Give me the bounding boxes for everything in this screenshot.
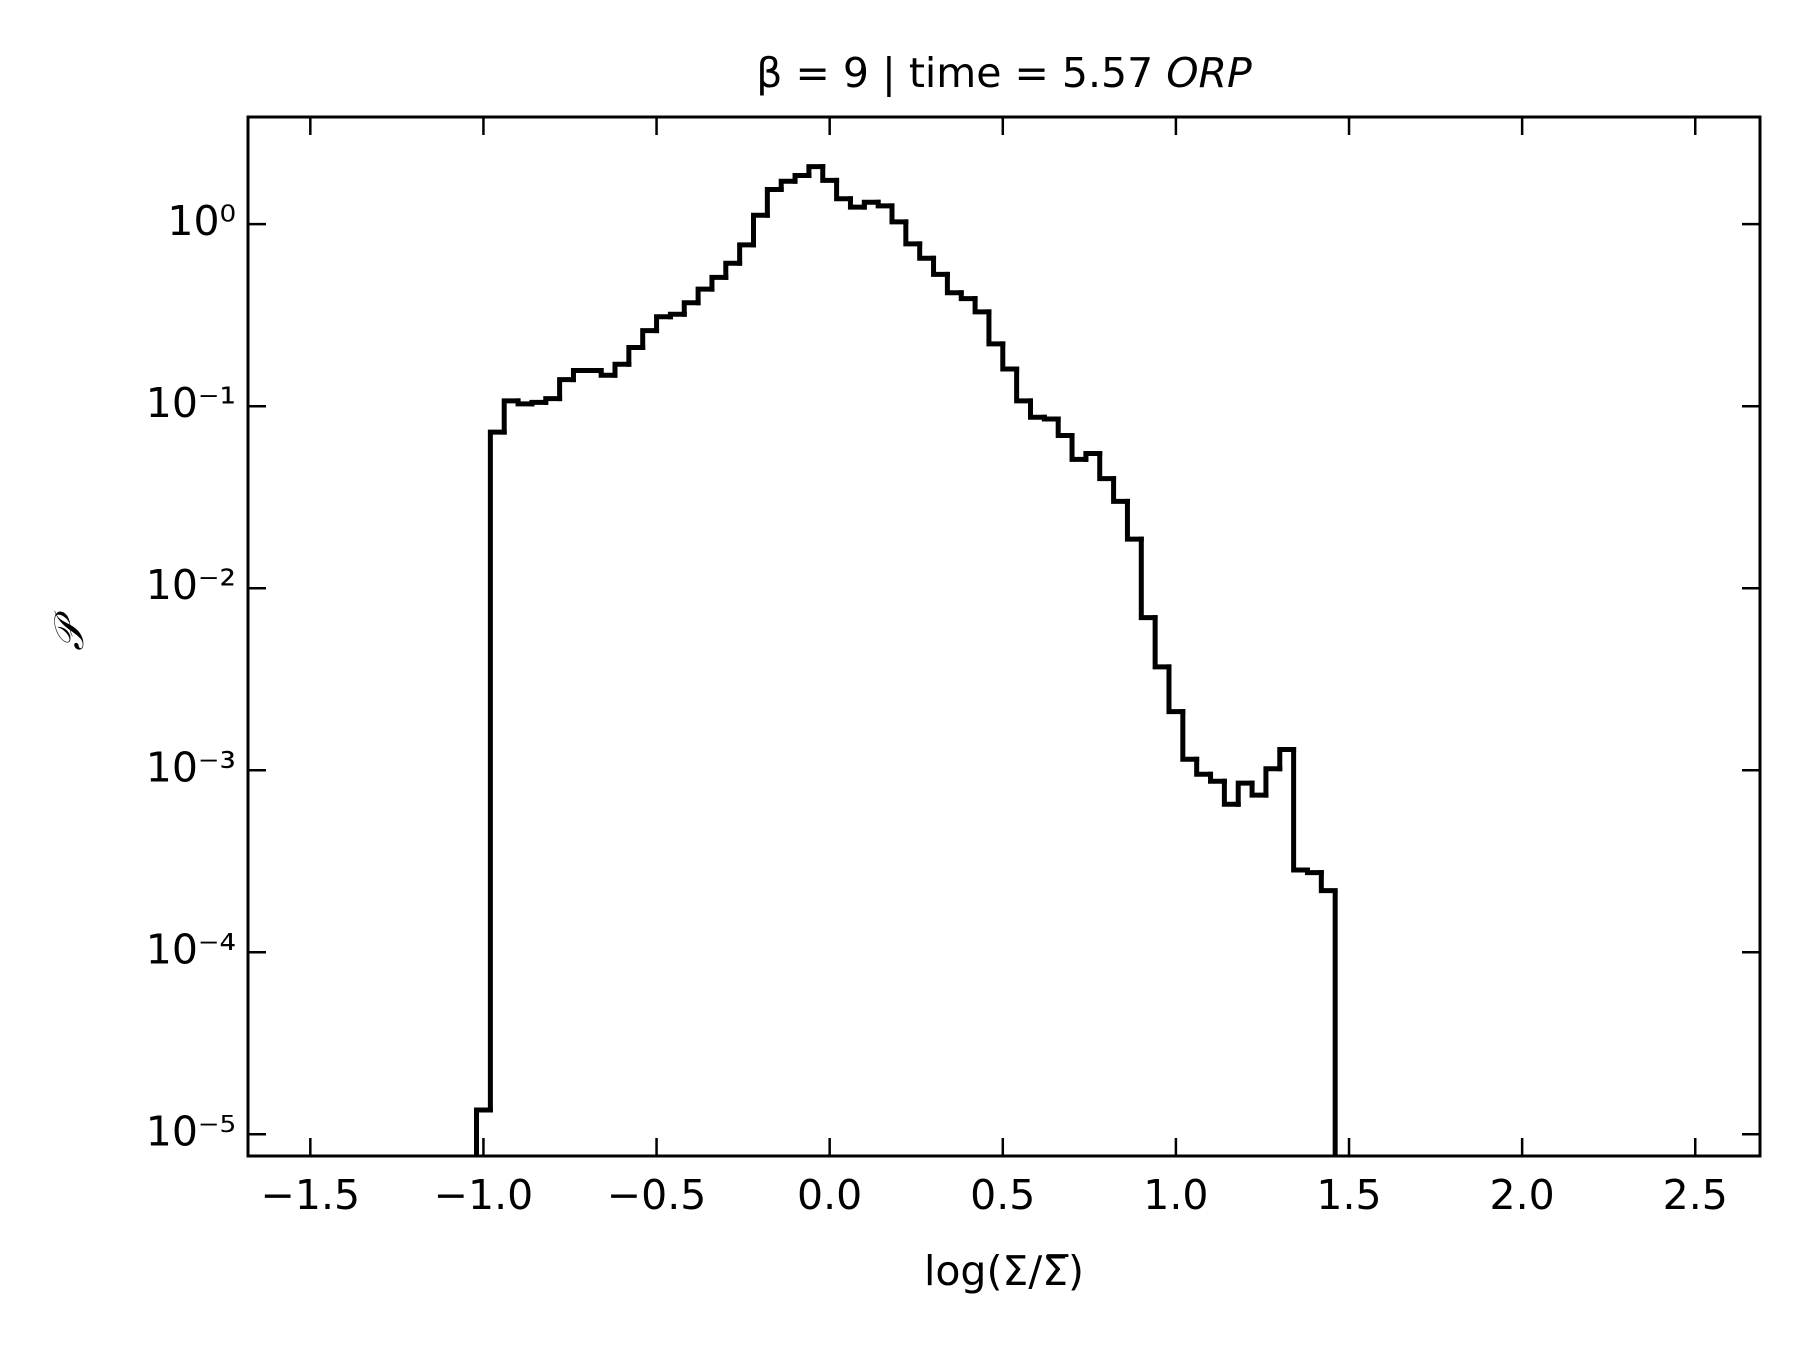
histogram-step: [1055, 416, 1075, 439]
histogram-step: [570, 368, 590, 383]
histogram-step: [487, 429, 507, 1113]
histogram-step: [640, 328, 660, 351]
x-tick-label: −0.5: [607, 1171, 707, 1219]
histogram-step: [1249, 780, 1269, 798]
histogram-step: [612, 361, 632, 378]
x-tick-label: 0.5: [970, 1171, 1035, 1219]
histogram-step: [681, 300, 701, 317]
histogram-step: [1027, 398, 1047, 420]
histogram-step: [847, 196, 867, 210]
x-tick-label: 0.0: [797, 1171, 862, 1219]
y-tick-label: 10⁻⁴: [146, 925, 236, 973]
histogram-step: [806, 164, 826, 179]
histogram-step: [474, 1107, 493, 1156]
histogram-step: [1152, 615, 1172, 670]
histogram-step: [1083, 450, 1103, 462]
histogram-step: [875, 199, 895, 209]
x-tick-label: −1.0: [434, 1171, 534, 1219]
histogram-step: [1304, 867, 1324, 876]
histogram-step: [1263, 766, 1283, 798]
histogram-step: [889, 203, 909, 225]
histogram-step: [557, 377, 576, 402]
histogram-step: [792, 173, 812, 184]
histogram-step: [723, 260, 743, 280]
histogram-step: [751, 212, 770, 248]
histogram-step: [1111, 476, 1130, 504]
histogram-step: [1041, 414, 1061, 422]
histogram-step: [986, 309, 1006, 347]
histogram-step: [1069, 433, 1089, 462]
histogram-step: [543, 396, 563, 405]
y-tick-label: 10⁰: [167, 197, 236, 245]
x-tick-label: −1.5: [261, 1171, 361, 1219]
plot-area: [474, 164, 1338, 1156]
x-tick-label: 2.5: [1663, 1171, 1728, 1219]
x-tick-label: 1.5: [1316, 1171, 1381, 1219]
histogram-step: [1277, 747, 1297, 772]
histogram-step: [958, 290, 978, 302]
histogram-step: [709, 274, 729, 292]
histogram-step: [1166, 664, 1186, 715]
histogram-step: [1235, 780, 1255, 807]
histogram-step: [626, 345, 646, 367]
histogram-step: [1291, 747, 1310, 873]
histogram-step: [903, 219, 923, 247]
x-tick-label: 1.0: [1143, 1171, 1208, 1219]
histogram-step: [931, 255, 950, 277]
histogram-step: [1208, 771, 1227, 784]
histogram-step: [667, 311, 687, 320]
histogram-step: [972, 296, 992, 315]
x-tick-label: 2.0: [1490, 1171, 1555, 1219]
title-text: β = 9 | time = 5.57: [756, 49, 1153, 97]
histogram-step: [1221, 778, 1241, 807]
histogram-step: [834, 177, 853, 202]
histogram-step: [764, 187, 784, 218]
histogram-step: [1318, 870, 1338, 894]
x-axis-label: log(Σ/Σ̅): [924, 1247, 1084, 1295]
histogram-step: [515, 398, 535, 407]
axes-frame: [246, 115, 1762, 1158]
histogram-step: [529, 399, 549, 407]
y-axis-label: 𝒫: [45, 610, 93, 651]
histogram-step: [695, 286, 715, 306]
histogram-step: [778, 178, 798, 193]
histogram-step: [1000, 341, 1020, 372]
histogram-step: [1124, 498, 1144, 542]
title-unit: ORP: [1166, 49, 1252, 97]
histogram-step: [654, 314, 673, 334]
y-tick-label: 10⁻²: [146, 561, 236, 609]
histogram-step: [501, 398, 521, 435]
y-tick-label: 10⁻³: [146, 743, 236, 791]
y-tick-label: 10⁻¹: [146, 379, 236, 427]
histogram-step: [820, 164, 840, 183]
histogram-step: [917, 241, 937, 261]
histogram-step: [737, 242, 756, 266]
histogram-step: [1014, 366, 1033, 404]
y-tick-label: 10⁻⁵: [146, 1107, 236, 1155]
histogram-step: [861, 199, 881, 210]
histogram-step: [1097, 450, 1117, 482]
histogram-step: [1138, 536, 1158, 621]
histogram-step: [1180, 709, 1200, 762]
histogram-step: [1194, 756, 1214, 777]
histogram-step: [944, 271, 964, 296]
histogram-step: [598, 368, 618, 378]
chart-title: β = 9 | time = 5.57 ORP: [756, 49, 1252, 97]
